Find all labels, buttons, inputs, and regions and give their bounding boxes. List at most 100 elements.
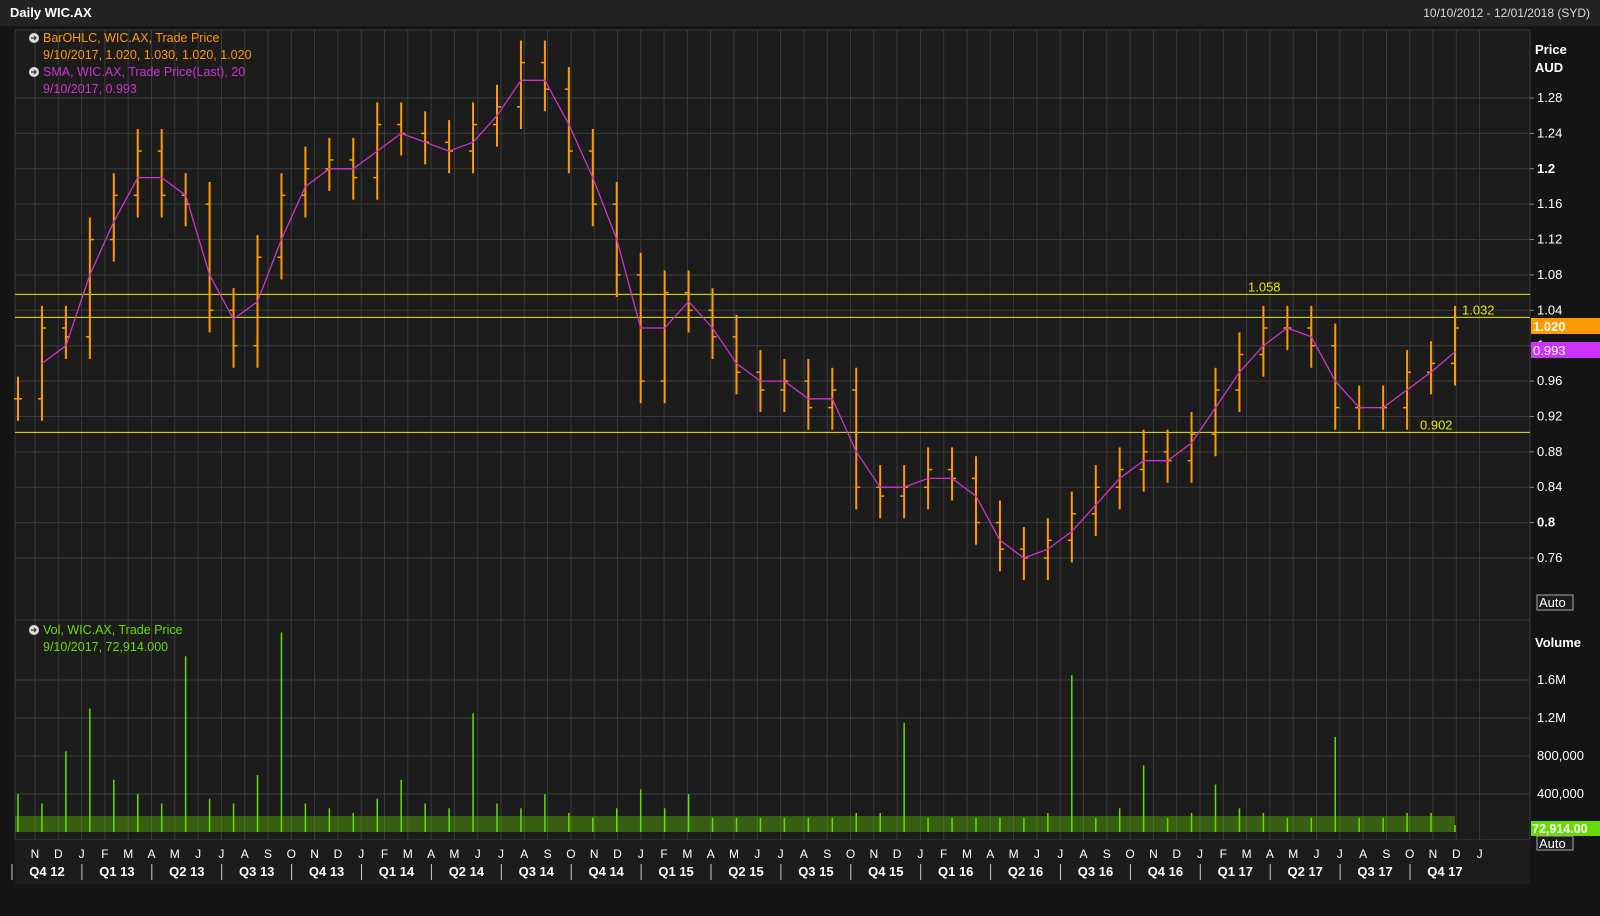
- volume-axis: 1.6M 1.2M 800,000 400,000: [1537, 672, 1584, 801]
- price-axis: Price AUD 1.281.241.21.161.121.081.0410.…: [1530, 42, 1567, 565]
- month-label: F: [660, 847, 667, 861]
- quarter-label: Q4 13: [309, 864, 344, 879]
- price-legend: BarOHLC, WIC.AX, Trade Price 9/10/2017, …: [29, 31, 252, 96]
- month-label: O: [1405, 847, 1414, 861]
- month-label: A: [1359, 847, 1367, 861]
- month-label: S: [823, 847, 831, 861]
- price-tick-label: 1.08: [1537, 267, 1562, 282]
- quarter-label: Q2 14: [449, 864, 485, 879]
- month-label: A: [1079, 847, 1087, 861]
- quarter-label: Q2 15: [728, 864, 763, 879]
- sma-point: [376, 150, 379, 152]
- volume-panel: Vol, WIC.AX, Trade Price 9/10/2017, 72,9…: [14, 619, 1600, 851]
- chart-svg[interactable]: 1.058 1.032 0.902 BarOHLC, WIC.AX, Trade P…: [0, 26, 1600, 916]
- last-price-tag-bg: [1531, 318, 1600, 334]
- sma-point: [879, 486, 881, 489]
- sma-point: [1190, 442, 1193, 444]
- quarter-label: Q3 15: [798, 864, 833, 879]
- sma-point: [256, 300, 259, 303]
- price-tick-label: 0.76: [1537, 550, 1562, 565]
- volume-legend-title: Vol, WIC.AX, Trade Price: [43, 623, 183, 637]
- volume-auto-button[interactable]: [1536, 835, 1574, 851]
- sma-point: [1454, 351, 1456, 353]
- hline-label: 1.032: [1462, 302, 1495, 317]
- price-axis-title: Price: [1535, 42, 1567, 57]
- month-label: M: [170, 847, 180, 861]
- volume-axis-title: Volume: [1535, 635, 1581, 650]
- sma-point: [615, 238, 618, 241]
- sma-point: [328, 167, 331, 170]
- month-label: A: [800, 847, 808, 861]
- month-label: D: [1172, 847, 1181, 861]
- price-auto-button[interactable]: [1536, 594, 1574, 611]
- legend-sma-title: SMA, WIC.AX, Trade Price(Last), 20: [43, 65, 245, 79]
- price-axis-unit: AUD: [1535, 60, 1563, 75]
- month-label: J: [1057, 847, 1063, 861]
- price-tick-label: 1.2: [1537, 161, 1555, 176]
- sma-point: [208, 274, 211, 276]
- sma-point: [352, 167, 355, 170]
- quarter-label: Q1 14: [379, 864, 415, 879]
- sma-point: [448, 150, 450, 152]
- month-label: M: [682, 847, 692, 861]
- arrow-circle-icon[interactable]: [29, 33, 39, 43]
- month-label: M: [449, 847, 459, 861]
- sma-point: [89, 274, 91, 276]
- sma-points: [41, 79, 1456, 559]
- sma-point: [1047, 548, 1049, 550]
- sma-point: [424, 141, 426, 144]
- sma-point: [65, 344, 67, 347]
- month-label: J: [218, 847, 224, 861]
- month-label: F: [101, 847, 108, 861]
- arrow-circle-icon[interactable]: [29, 625, 39, 635]
- price-tick-label: 0.84: [1537, 479, 1562, 494]
- month-label: M: [1288, 847, 1298, 861]
- arrow-circle-icon[interactable]: [29, 67, 39, 77]
- volume-plot-area: [14, 619, 1531, 841]
- month-label: N: [1149, 847, 1158, 861]
- price-plot-area: [14, 29, 1531, 621]
- sma-point: [759, 380, 762, 382]
- month-label: A: [707, 847, 715, 861]
- sma-point: [927, 477, 929, 480]
- quarter-label: Q3 16: [1078, 864, 1113, 879]
- sma-point: [184, 194, 187, 197]
- volume-legend-values: 9/10/2017, 72,914.000: [43, 640, 168, 654]
- quarter-label: Q2 17: [1287, 864, 1322, 879]
- legend-ohlc-values: 9/10/2017, 1.020, 1.030, 1.020, 1.020: [43, 48, 252, 62]
- quarter-label: Q4 16: [1148, 864, 1183, 879]
- sma-point: [1094, 504, 1097, 506]
- quarter-label: Q1 16: [938, 864, 973, 879]
- sma-point: [1142, 459, 1145, 462]
- legend-sma-values: 9/10/2017, 0.993: [43, 82, 137, 96]
- sma-point: [975, 495, 977, 497]
- sma-point: [1118, 477, 1121, 480]
- sma-point: [951, 477, 953, 480]
- sma-point: [1166, 459, 1169, 462]
- price-auto-label: Auto: [1539, 595, 1566, 610]
- price-tick-label: 1.28: [1537, 90, 1562, 105]
- month-label: O: [566, 847, 575, 861]
- price-tick-label: 1.04: [1537, 302, 1562, 317]
- sma-point: [831, 397, 834, 400]
- sma-point: [1286, 327, 1289, 329]
- month-label: J: [79, 847, 85, 861]
- sma-point: [735, 362, 738, 365]
- x-axis-area: [15, 840, 1530, 884]
- month-label: J: [638, 847, 644, 861]
- month-label: J: [754, 847, 760, 861]
- horizontal-lines: 1.058 1.032 0.902: [15, 279, 1530, 433]
- month-label: D: [1452, 847, 1461, 861]
- sma-point: [1071, 530, 1073, 533]
- volume-tick-label: 1.2M: [1537, 710, 1566, 725]
- month-label: A: [1266, 847, 1274, 861]
- sma-point: [520, 79, 522, 82]
- sma-point: [1382, 406, 1384, 409]
- month-label: S: [1382, 847, 1390, 861]
- sma-point: [687, 300, 690, 303]
- sma-point: [639, 327, 642, 329]
- quarter-label: Q1 15: [658, 864, 693, 879]
- sma-line: [41, 79, 1456, 559]
- quarter-label: Q3 13: [239, 864, 274, 879]
